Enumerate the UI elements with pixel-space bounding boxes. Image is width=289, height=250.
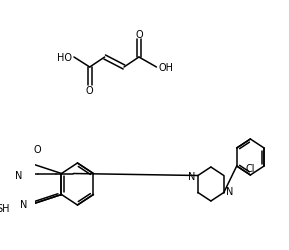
Text: SH: SH <box>0 204 10 214</box>
Text: OH: OH <box>158 63 173 73</box>
Text: N: N <box>20 199 27 209</box>
Text: O: O <box>86 86 94 96</box>
Text: O: O <box>33 144 41 154</box>
Text: N: N <box>188 172 195 182</box>
Text: N: N <box>15 171 23 181</box>
Text: Cl: Cl <box>246 163 255 173</box>
Text: O: O <box>135 30 143 40</box>
Text: HO: HO <box>57 53 72 63</box>
Text: N: N <box>227 187 234 197</box>
